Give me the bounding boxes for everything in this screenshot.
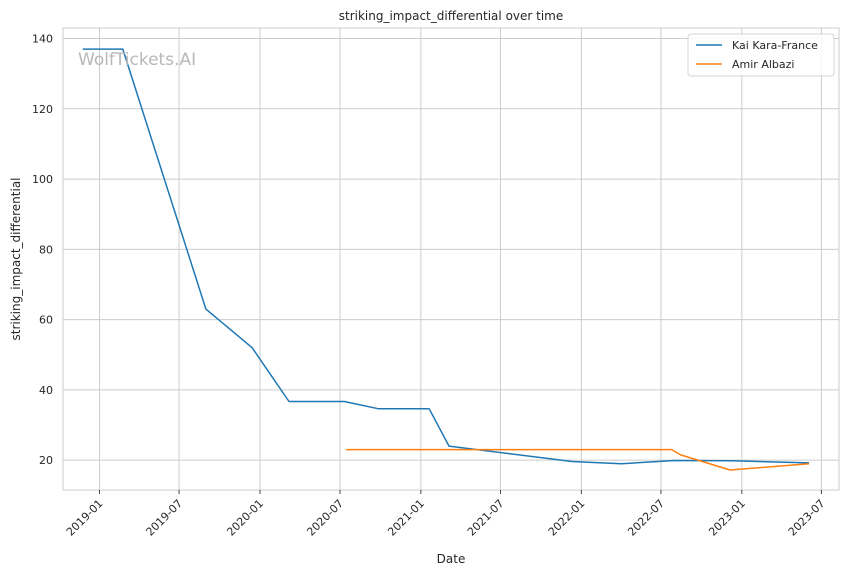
watermark: WolfTickets.AI: [78, 50, 196, 70]
y-tick-label: 100: [32, 173, 53, 186]
legend-box: [687, 33, 835, 77]
legend-label-kai-kara-france: Kai Kara-France: [732, 39, 818, 52]
series-line-kai-kara-france: [82, 48, 810, 465]
y-tick-label: 120: [32, 103, 53, 116]
y-tick-label: 60: [39, 314, 53, 327]
grid-lines: [63, 28, 839, 490]
series-line-amir-albazi: [346, 448, 810, 471]
legend-label-amir-albazi: Amir Albazi: [732, 58, 794, 71]
y-tick-labels: 20 40 60 80 100 120 140: [32, 33, 53, 468]
chart-title: striking_impact_differential over time: [339, 9, 564, 23]
y-tick-label: 80: [39, 243, 53, 256]
series-lines: [82, 48, 810, 471]
x-axis-label: Date: [437, 552, 466, 566]
y-tick-label: 40: [39, 384, 53, 397]
legend: Kai Kara-France Amir Albazi: [687, 33, 835, 77]
y-tick-label: 20: [39, 454, 53, 467]
plot-area-frame: [62, 27, 840, 491]
y-tick-label: 140: [32, 33, 53, 46]
y-axis-label: striking_impact_differential: [9, 177, 23, 340]
